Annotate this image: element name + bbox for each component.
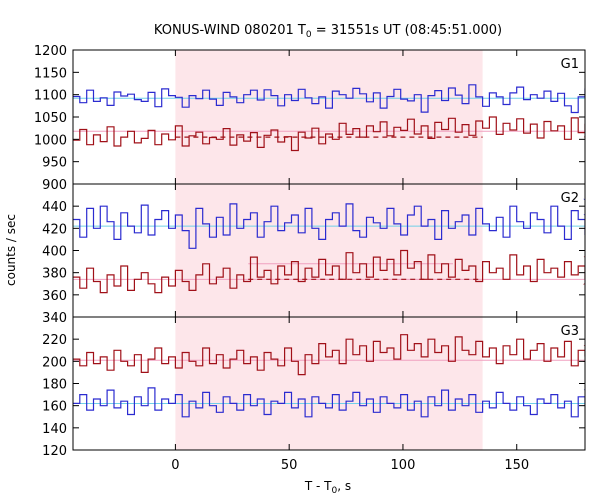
x-tick-label: 150 — [504, 458, 529, 473]
x-tick-label: 0 — [171, 458, 179, 473]
series-red-g3 — [73, 334, 585, 376]
panels: 90095010001050110011501200G1340360380400… — [34, 44, 586, 473]
panel-g3: 120 140 160 180 200 220 G3 — [42, 316, 586, 459]
highlight-region — [175, 50, 483, 184]
panel-g1: 900 950 1000 1050 1100 1150 1200 G1 — [34, 44, 586, 193]
y-axis-label: counts / sec — [4, 214, 18, 286]
y-tick-label: 1100 — [34, 89, 67, 104]
y-tick-label: 120 — [42, 444, 67, 459]
y-tick-label: 420 — [42, 222, 67, 237]
series-blue-g3 — [73, 387, 585, 418]
series-blue-g2 — [73, 198, 585, 249]
y-tick-label: 180 — [42, 378, 67, 393]
x-tick-label: 100 — [391, 458, 416, 473]
y-tick-label: 360 — [42, 289, 67, 304]
series-red-g1 — [73, 116, 585, 152]
highlight-region — [175, 184, 483, 317]
y-tick-label: 1150 — [34, 66, 67, 81]
y-tick-label: 160 — [42, 400, 67, 415]
y-tick-label: 950 — [42, 156, 67, 171]
y-tick-label: 200 — [42, 355, 67, 370]
series-red-g2 — [73, 249, 585, 294]
panel-label: G2 — [561, 191, 579, 206]
y-tick-label: 220 — [42, 333, 67, 348]
chart-title: KONUS-WIND 080201 T0 = 31551s UT (08:45:… — [154, 23, 502, 40]
y-tick-label: 1200 — [34, 44, 67, 59]
y-tick-label: 140 — [42, 422, 67, 437]
series-blue-g1 — [73, 84, 585, 114]
y-tick-label: 400 — [42, 245, 67, 260]
panel-g2: 340 360 380 400 420 440 G2 — [42, 183, 586, 326]
y-tick-label: 1050 — [34, 111, 67, 126]
y-tick-label: 340 — [42, 311, 67, 326]
y-tick-label: 380 — [42, 267, 67, 282]
panel-label: G1 — [561, 57, 579, 72]
panel-label: G3 — [561, 324, 579, 339]
x-tick-label: 50 — [281, 458, 298, 473]
highlight-region — [175, 317, 483, 450]
x-axis-label: T - T0, s — [304, 479, 351, 496]
y-tick-label: 900 — [42, 178, 67, 193]
y-tick-label: 1000 — [34, 133, 67, 148]
y-tick-label: 440 — [42, 200, 67, 215]
